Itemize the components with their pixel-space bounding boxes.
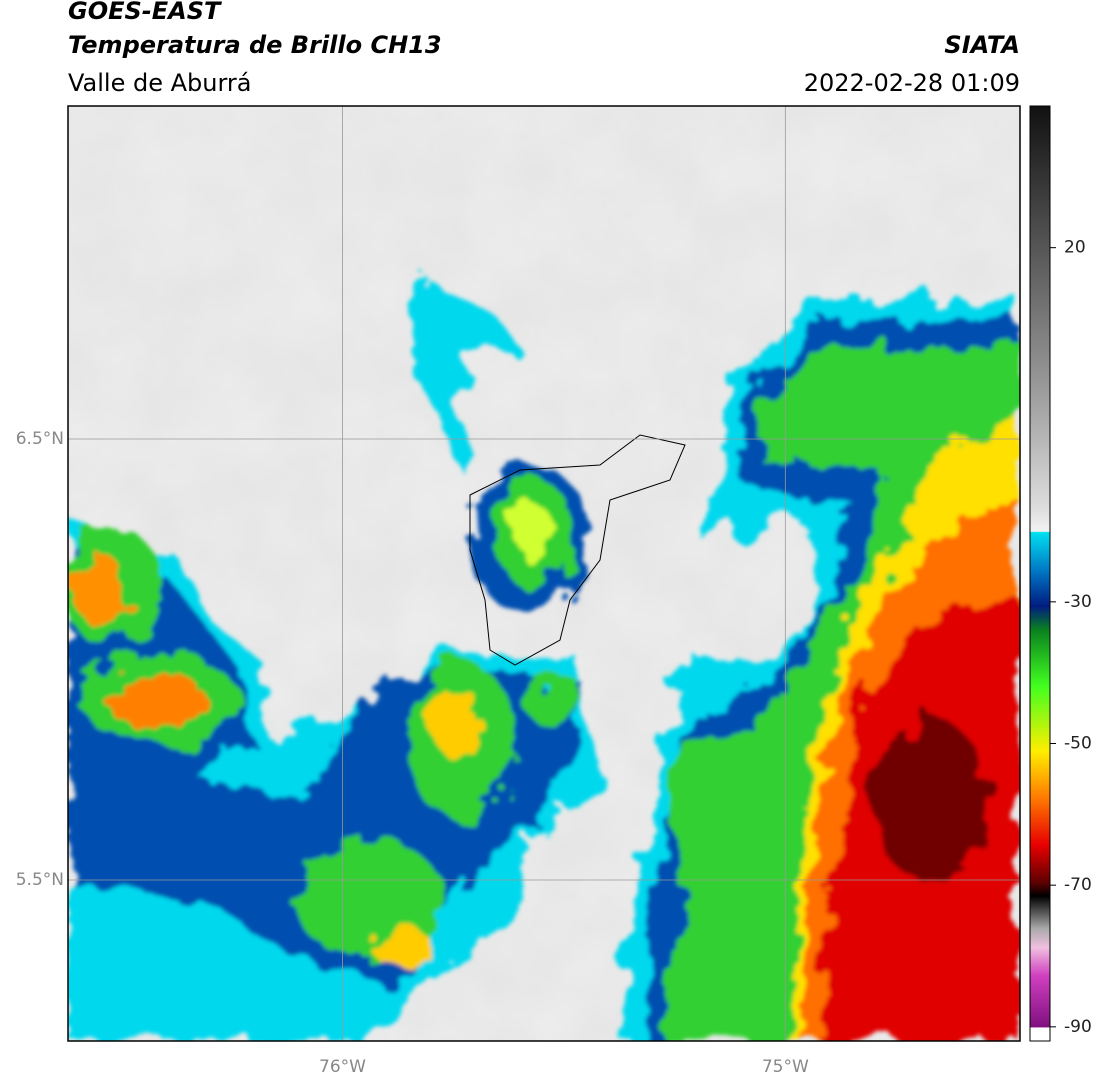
satellite-image <box>68 106 1020 1041</box>
x-tick-label: 75°W <box>762 1057 809 1077</box>
y-tick-label: 5.5°N <box>16 870 64 890</box>
subtitle: Temperatura de Brillo CH13 <box>68 31 442 59</box>
colorbar-tick-label: -90 <box>1064 1017 1092 1037</box>
map-frame <box>67 105 1021 1042</box>
x-tick-label: 76°W <box>319 1057 366 1077</box>
colorbar <box>1029 105 1051 1042</box>
colorbar-tick-label: -70 <box>1064 875 1092 895</box>
source: SIATA <box>944 31 1020 59</box>
title: GOES-EAST <box>68 0 222 25</box>
datetime: 2022-02-28 01:09 <box>804 69 1020 97</box>
boundary <box>469 434 686 666</box>
region: Valle de Aburrá <box>68 69 252 97</box>
colorbar-tick-label: -30 <box>1064 592 1092 612</box>
y-tick-label: 6.5°N <box>16 429 64 449</box>
colorbar-tick-label: -50 <box>1064 734 1092 754</box>
colorbar-tick-label: 20 <box>1064 238 1086 258</box>
